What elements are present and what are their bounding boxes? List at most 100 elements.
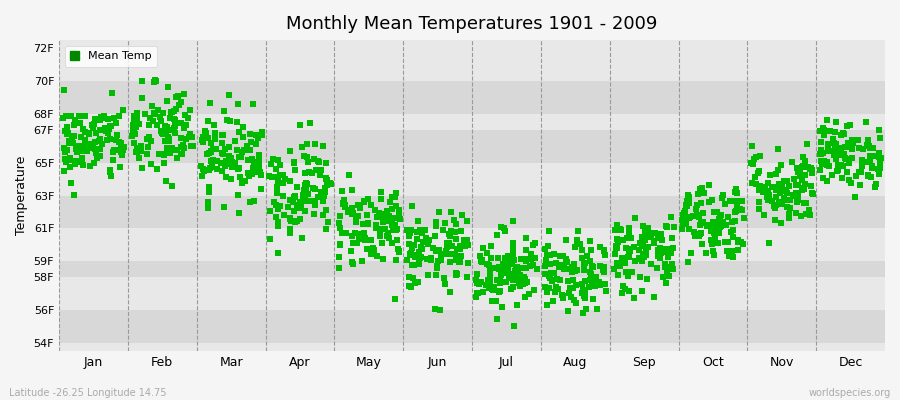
Point bbox=[844, 146, 859, 152]
Point bbox=[706, 248, 720, 254]
Point bbox=[524, 251, 538, 257]
Point bbox=[498, 228, 512, 234]
Point bbox=[231, 192, 246, 199]
Point bbox=[356, 230, 371, 236]
Point bbox=[527, 240, 542, 247]
Point bbox=[287, 167, 302, 174]
Point bbox=[210, 166, 224, 172]
Point bbox=[726, 226, 741, 233]
Point bbox=[412, 254, 427, 261]
Point bbox=[816, 160, 831, 166]
Point bbox=[578, 294, 592, 301]
Point bbox=[486, 287, 500, 294]
Point bbox=[392, 249, 406, 255]
Point bbox=[791, 197, 806, 204]
Point bbox=[561, 308, 575, 314]
Point bbox=[829, 140, 843, 147]
Point bbox=[706, 251, 721, 258]
Point bbox=[865, 163, 879, 169]
Point bbox=[634, 239, 649, 245]
Point bbox=[297, 187, 311, 193]
Point bbox=[480, 261, 494, 268]
Point bbox=[69, 149, 84, 155]
Point bbox=[320, 177, 334, 183]
Point bbox=[789, 165, 804, 172]
Point bbox=[718, 201, 733, 208]
Point bbox=[677, 217, 691, 223]
Point bbox=[357, 235, 372, 241]
Point bbox=[374, 233, 388, 239]
Point bbox=[565, 285, 580, 291]
Point bbox=[353, 232, 367, 238]
Point bbox=[675, 226, 689, 233]
Point bbox=[141, 144, 156, 150]
Point bbox=[731, 237, 745, 244]
Point bbox=[162, 149, 176, 156]
Point bbox=[77, 137, 92, 143]
Point bbox=[483, 265, 498, 271]
Point bbox=[449, 270, 464, 276]
Point bbox=[597, 269, 611, 275]
Point bbox=[469, 294, 483, 300]
Point bbox=[851, 169, 866, 176]
Point bbox=[380, 211, 394, 218]
Point bbox=[299, 186, 313, 193]
Point bbox=[609, 244, 624, 250]
Point bbox=[116, 144, 130, 150]
Point bbox=[248, 141, 263, 148]
Point bbox=[285, 198, 300, 205]
Point bbox=[610, 236, 625, 242]
Point bbox=[677, 210, 691, 216]
Point bbox=[785, 159, 799, 166]
Point bbox=[624, 235, 638, 241]
Point bbox=[408, 253, 422, 260]
Point bbox=[360, 246, 374, 253]
Point bbox=[659, 249, 673, 255]
Point bbox=[507, 323, 521, 329]
Point bbox=[440, 244, 454, 250]
Point bbox=[561, 278, 575, 284]
Point bbox=[761, 192, 776, 198]
Point bbox=[195, 133, 210, 140]
Point bbox=[177, 145, 192, 151]
Point bbox=[538, 245, 553, 252]
Point bbox=[356, 198, 371, 204]
Point bbox=[622, 225, 636, 232]
Point bbox=[680, 259, 695, 266]
Point bbox=[426, 244, 440, 251]
Point bbox=[437, 220, 452, 227]
Point bbox=[58, 128, 73, 134]
Point bbox=[762, 172, 777, 179]
Point bbox=[176, 142, 190, 148]
Point bbox=[586, 296, 600, 302]
Point bbox=[860, 158, 875, 165]
Point bbox=[775, 183, 789, 189]
Point bbox=[634, 288, 649, 294]
Point bbox=[678, 208, 692, 215]
Point bbox=[509, 302, 524, 308]
Point bbox=[235, 149, 249, 155]
Point bbox=[254, 172, 268, 178]
Point bbox=[385, 227, 400, 233]
Point bbox=[633, 240, 647, 246]
Point bbox=[232, 129, 247, 136]
Point bbox=[788, 210, 803, 216]
Point bbox=[493, 280, 508, 286]
Point bbox=[94, 115, 109, 122]
Point bbox=[131, 120, 146, 127]
Point bbox=[255, 129, 269, 136]
Point bbox=[518, 258, 533, 264]
Point bbox=[350, 202, 365, 208]
Point bbox=[247, 159, 261, 165]
Point bbox=[332, 220, 347, 226]
Point bbox=[749, 154, 763, 160]
Point bbox=[824, 172, 839, 178]
Point bbox=[202, 167, 216, 173]
Point bbox=[821, 140, 835, 147]
Point bbox=[710, 224, 724, 231]
Point bbox=[621, 272, 635, 279]
Point bbox=[805, 167, 819, 173]
Point bbox=[723, 197, 737, 204]
Point bbox=[454, 212, 469, 218]
Point bbox=[453, 243, 467, 249]
